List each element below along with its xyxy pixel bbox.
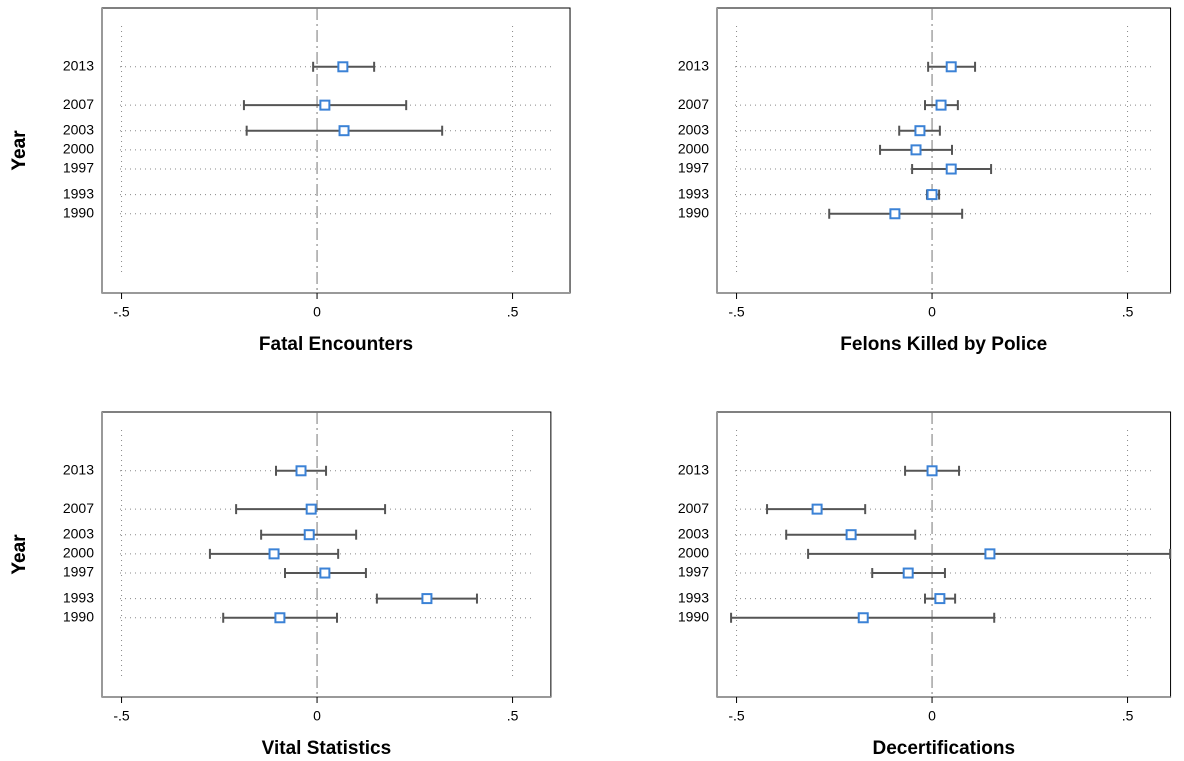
y-tick-label: 2013 <box>63 461 94 477</box>
point <box>274 612 286 624</box>
point <box>295 465 307 477</box>
x-tick-label: 0 <box>928 304 936 320</box>
x-tick-label: -.5 <box>113 304 130 320</box>
x-tick-label: .5 <box>507 304 519 320</box>
point <box>305 503 317 515</box>
y-tick-label: 1997 <box>678 160 709 176</box>
x-tick-label: 0 <box>313 304 321 320</box>
point <box>303 529 315 541</box>
y-tick-label: 2000 <box>678 141 709 157</box>
point <box>421 593 433 605</box>
y-tick-label: 1990 <box>63 608 94 624</box>
point <box>945 61 957 73</box>
x-tick-label: 0 <box>928 708 936 724</box>
y-axis-label: Year <box>9 130 30 171</box>
x-tick-label: 0 <box>313 708 321 724</box>
point <box>926 189 938 201</box>
y-tick-label: 2000 <box>63 545 94 561</box>
point <box>319 567 331 579</box>
point <box>910 144 922 156</box>
x-axis-label: Felons Killed by Police <box>840 334 1047 355</box>
y-tick-label: 2003 <box>63 121 94 137</box>
y-tick-label: 2003 <box>63 525 94 541</box>
y-tick-label: 1990 <box>63 204 94 220</box>
y-axis-label: Year <box>9 130 30 171</box>
y-tick-label: 1990 <box>678 204 709 220</box>
y-tick-label: 2013 <box>63 57 94 73</box>
point <box>889 208 901 220</box>
point <box>945 163 957 175</box>
y-tick-label: 2013 <box>678 461 709 477</box>
point <box>338 125 350 137</box>
y-tick-label: 1993 <box>63 589 94 605</box>
y-tick-label: 1993 <box>678 589 709 605</box>
y-tick-label: 2003 <box>678 121 709 137</box>
point <box>935 99 947 111</box>
y-axis-label: Year <box>9 534 30 575</box>
y-tick-label: 2013 <box>678 57 709 73</box>
y-tick-label: 2007 <box>678 96 709 112</box>
x-tick-label: .5 <box>1122 304 1134 320</box>
y-tick-label: 1990 <box>678 608 709 624</box>
y-tick-label: 1993 <box>63 185 94 201</box>
y-axis-label: Year <box>9 534 30 575</box>
point <box>268 548 280 560</box>
x-tick-label: .5 <box>1122 708 1134 724</box>
x-tick-label: -.5 <box>728 708 745 724</box>
y-tick-label: 1997 <box>63 564 94 580</box>
x-axis-label: Decertifications <box>873 738 1016 759</box>
y-tick-label: 2007 <box>63 96 94 112</box>
point <box>934 593 946 605</box>
y-tick-label: 2000 <box>63 141 94 157</box>
point <box>319 99 331 111</box>
point <box>857 612 869 624</box>
y-tick-label: 2000 <box>678 545 709 561</box>
point <box>914 125 926 137</box>
point <box>845 529 857 541</box>
point <box>984 548 996 560</box>
point <box>926 465 938 477</box>
y-tick-label: 1993 <box>678 185 709 201</box>
x-tick-label: .5 <box>507 708 519 724</box>
x-axis-label: Vital Statistics <box>262 738 392 759</box>
point <box>337 61 349 73</box>
x-axis-label: Fatal Encounters <box>259 334 413 355</box>
y-tick-label: 1997 <box>63 160 94 176</box>
x-tick-label: -.5 <box>728 304 745 320</box>
x-tick-label: -.5 <box>113 708 130 724</box>
y-tick-label: 1997 <box>678 564 709 580</box>
y-tick-label: 2007 <box>63 500 94 516</box>
y-tick-label: 2003 <box>678 525 709 541</box>
point <box>811 503 823 515</box>
point <box>902 567 914 579</box>
y-tick-label: 2007 <box>678 500 709 516</box>
plot-frame <box>101 7 571 294</box>
